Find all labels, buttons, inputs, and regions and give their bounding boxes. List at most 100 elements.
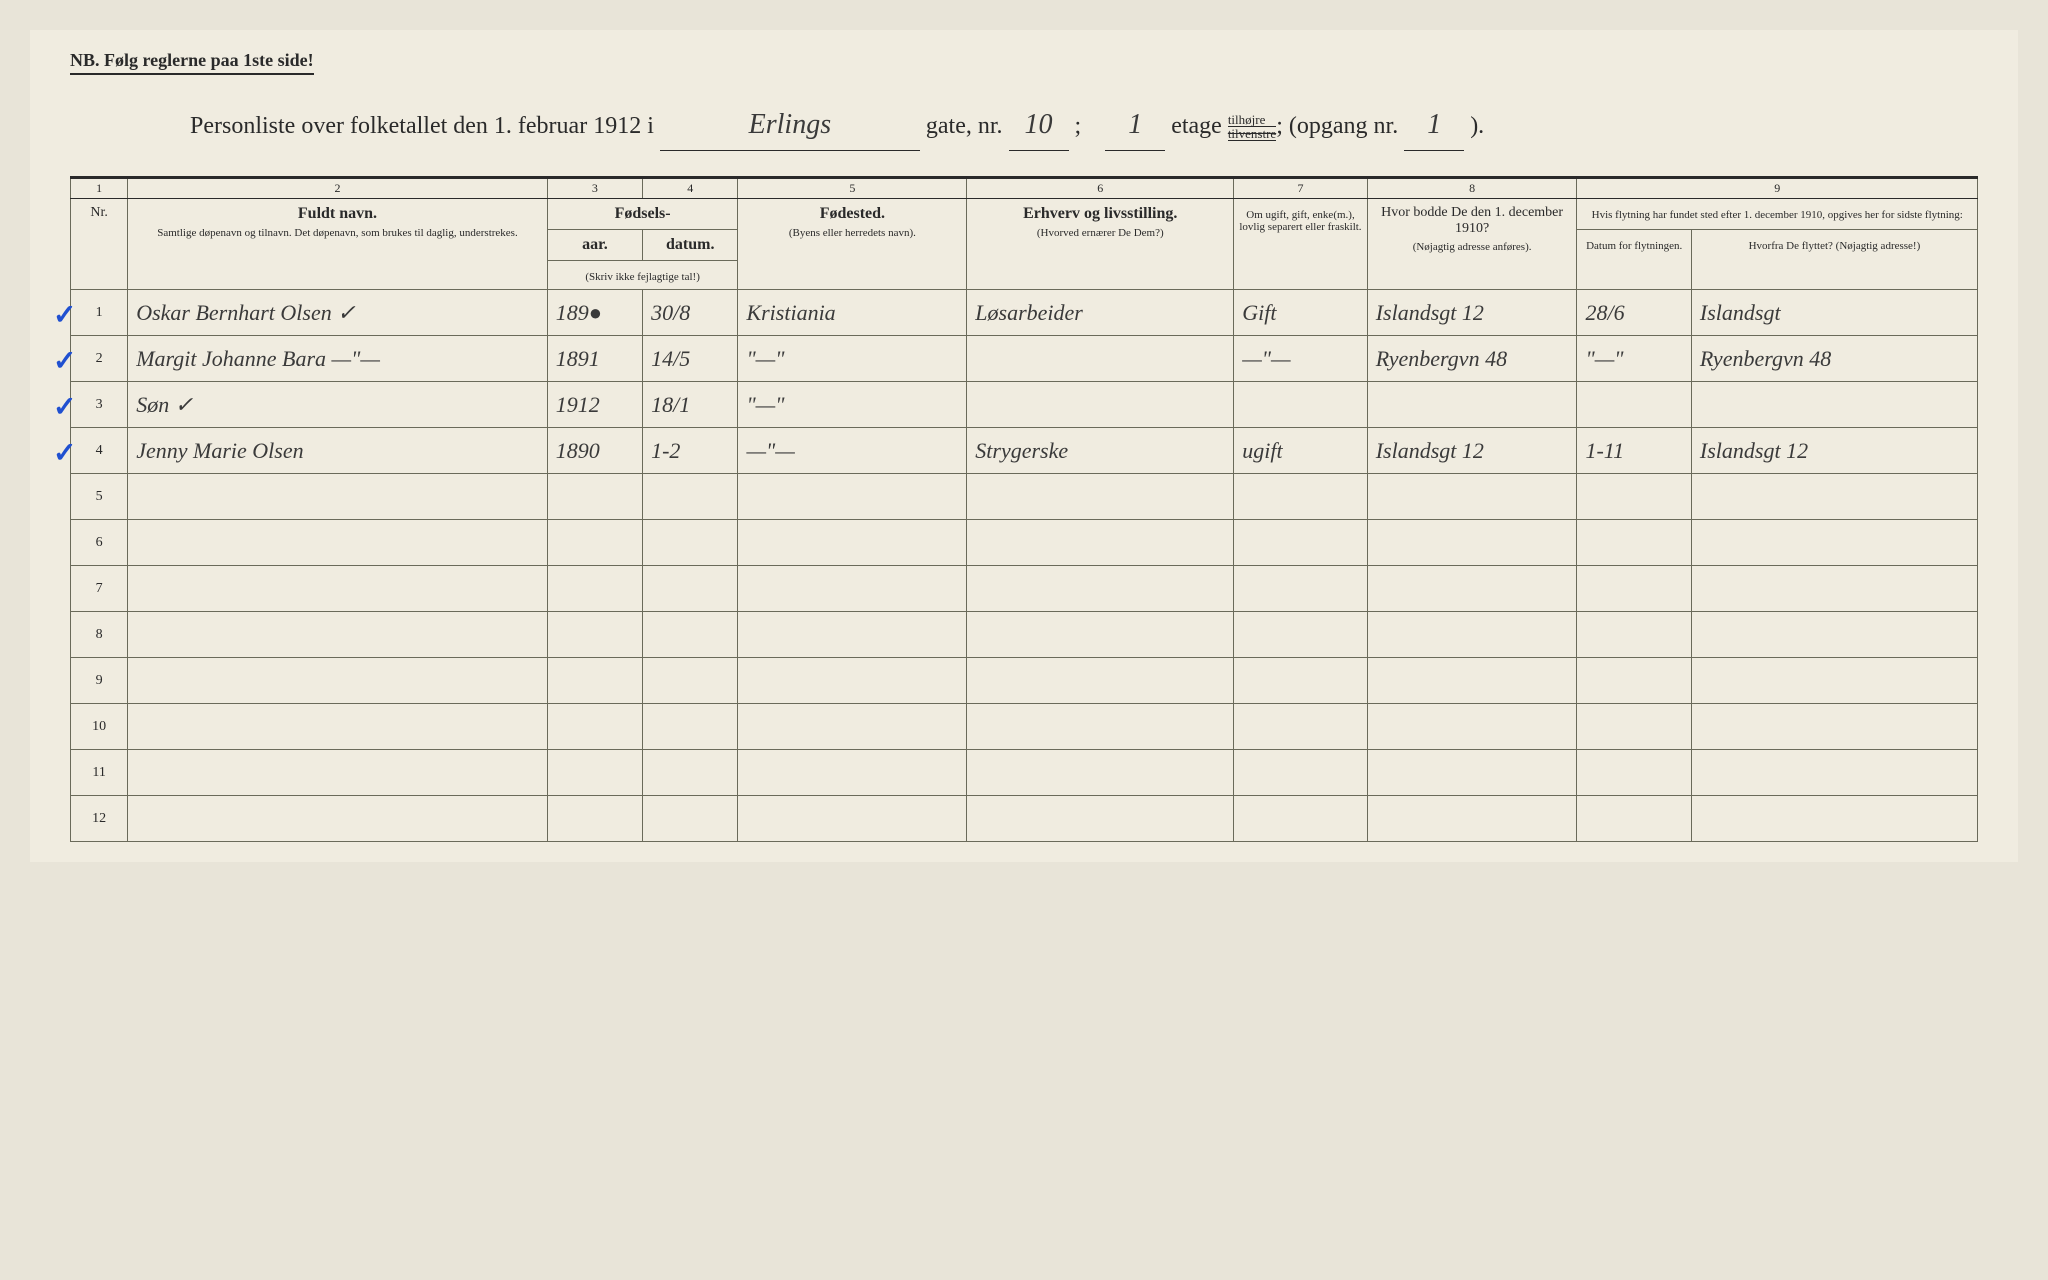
row-nr: 6 xyxy=(71,520,128,566)
cell-flyt_fra xyxy=(1691,566,1977,612)
col-num-5: 5 xyxy=(738,178,967,199)
cell-flyt_fra: Islandsgt 12 xyxy=(1691,428,1977,474)
row-nr: ✓4 xyxy=(71,428,128,474)
street-name: Erlings xyxy=(660,100,920,151)
cell-erhverv xyxy=(967,658,1234,704)
table-row: ✓4Jenny Marie Olsen18901-2—"—Strygerskeu… xyxy=(71,428,1978,474)
row-nr: 8 xyxy=(71,612,128,658)
col-num-9: 9 xyxy=(1577,178,1978,199)
navn-header: Fuldt navn. Samtlige døpenavn og tilnavn… xyxy=(128,199,548,290)
navn-label: Fuldt navn. xyxy=(298,205,377,222)
cell-flyt_fra xyxy=(1691,750,1977,796)
cell-aar xyxy=(547,520,642,566)
ugift-header: Om ugift, gift, enke(m.), lovlig separer… xyxy=(1234,199,1367,290)
flyt-hvorfra-label: Hvorfra De flyttet? (Nøjagtig adresse!) xyxy=(1696,240,1973,252)
flytning-header: Hvis flytning har fundet sted efter 1. d… xyxy=(1577,199,1978,230)
cell-status xyxy=(1234,566,1367,612)
cell-erhverv xyxy=(967,474,1234,520)
cell-flyt_datum xyxy=(1577,750,1691,796)
cell-fodested xyxy=(738,796,967,842)
cell-erhverv xyxy=(967,520,1234,566)
tilhojre: tilhøjre xyxy=(1228,113,1276,127)
row-nr: 10 xyxy=(71,704,128,750)
cell-datum: 1-2 xyxy=(643,428,738,474)
cell-navn xyxy=(128,566,548,612)
cell-navn xyxy=(128,750,548,796)
cell-flyt_fra xyxy=(1691,520,1977,566)
table-body: ✓1Oskar Bernhart Olsen ✓189●30/8Kristian… xyxy=(71,290,1978,842)
cell-flyt_fra xyxy=(1691,658,1977,704)
nb-notice: NB. Følg reglerne paa 1ste side! xyxy=(70,50,314,75)
cell-bodde: Ryenbergvn 48 xyxy=(1367,336,1577,382)
cell-bodde xyxy=(1367,658,1577,704)
cell-datum: 14/5 xyxy=(643,336,738,382)
cell-fodested: —"— xyxy=(738,428,967,474)
cell-erhverv xyxy=(967,566,1234,612)
cell-datum xyxy=(643,796,738,842)
cell-flyt_datum: 28/6 xyxy=(1577,290,1691,336)
erhverv-label: Erhverv og livsstilling. xyxy=(1023,205,1177,222)
cell-navn xyxy=(128,658,548,704)
row-nr: ✓1 xyxy=(71,290,128,336)
cell-flyt_fra xyxy=(1691,796,1977,842)
etage-nr: 1 xyxy=(1105,100,1165,151)
cell-flyt_datum xyxy=(1577,704,1691,750)
cell-status xyxy=(1234,382,1367,428)
cell-flyt_datum xyxy=(1577,520,1691,566)
cell-datum xyxy=(643,566,738,612)
opgang-label: (opgang nr. xyxy=(1289,113,1398,139)
cell-aar xyxy=(547,796,642,842)
cell-bodde xyxy=(1367,704,1577,750)
cell-erhverv xyxy=(967,612,1234,658)
cell-fodested: "—" xyxy=(738,382,967,428)
row-nr: ✓3 xyxy=(71,382,128,428)
table-row: 10 xyxy=(71,704,1978,750)
table-row: ✓2Margit Johanne Bara —"—189114/5"—"—"—R… xyxy=(71,336,1978,382)
cell-aar: 1890 xyxy=(547,428,642,474)
cell-datum xyxy=(643,520,738,566)
aar-header: aar. xyxy=(547,230,642,261)
col-num-2: 2 xyxy=(128,178,548,199)
cell-fodested xyxy=(738,658,967,704)
col-num-1: 1 xyxy=(71,178,128,199)
cell-fodested: "—" xyxy=(738,336,967,382)
bodde-header: Hvor bodde De den 1. december 1910? (Nøj… xyxy=(1367,199,1577,290)
census-table: 1 2 3 4 5 6 7 8 9 Nr. Fuldt navn. Samtli… xyxy=(70,176,1978,842)
cell-fodested xyxy=(738,750,967,796)
gate-label: gate, nr. xyxy=(926,113,1003,139)
col-num-4: 4 xyxy=(643,178,738,199)
cell-flyt_datum xyxy=(1577,566,1691,612)
cell-aar xyxy=(547,612,642,658)
flyt-datum-header: Datum for flytningen. xyxy=(1577,230,1691,290)
cell-aar xyxy=(547,704,642,750)
cell-datum: 30/8 xyxy=(643,290,738,336)
cell-erhverv xyxy=(967,382,1234,428)
cell-flyt_datum xyxy=(1577,796,1691,842)
cell-aar xyxy=(547,474,642,520)
cell-navn xyxy=(128,474,548,520)
cell-bodde: Islandsgt 12 xyxy=(1367,428,1577,474)
cell-bodde xyxy=(1367,382,1577,428)
cell-bodde xyxy=(1367,612,1577,658)
row-nr: 5 xyxy=(71,474,128,520)
flyt-datum-label: Datum for flytningen. xyxy=(1581,240,1686,252)
cell-aar xyxy=(547,750,642,796)
cell-navn xyxy=(128,520,548,566)
cell-fodested xyxy=(738,612,967,658)
etage-label: etage xyxy=(1171,113,1222,139)
nr-header: Nr. xyxy=(71,199,128,290)
cell-datum xyxy=(643,658,738,704)
cell-navn xyxy=(128,704,548,750)
table-row: 12 xyxy=(71,796,1978,842)
closing: ). xyxy=(1470,113,1484,139)
cell-navn: Jenny Marie Olsen xyxy=(128,428,548,474)
cell-aar xyxy=(547,658,642,704)
cell-navn: Margit Johanne Bara —"— xyxy=(128,336,548,382)
cell-flyt_fra xyxy=(1691,474,1977,520)
table-row: 5 xyxy=(71,474,1978,520)
tilhojre-tilvenstre: tilhøjre tilvenstre xyxy=(1228,113,1276,141)
check-mark-icon: ✓ xyxy=(53,436,76,470)
cell-datum xyxy=(643,704,738,750)
semicolon: ; xyxy=(1075,113,1082,139)
cell-flyt_datum xyxy=(1577,612,1691,658)
